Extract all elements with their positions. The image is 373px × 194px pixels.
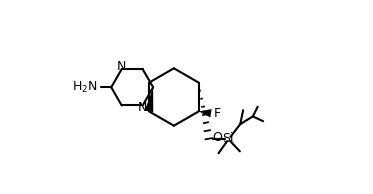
Text: O: O	[212, 131, 222, 144]
Text: Si: Si	[222, 132, 234, 145]
Text: N: N	[117, 60, 126, 73]
Polygon shape	[199, 109, 211, 118]
Polygon shape	[145, 87, 153, 112]
Text: H$_2$N: H$_2$N	[72, 80, 98, 95]
Text: F: F	[214, 107, 221, 120]
Text: N: N	[138, 101, 147, 114]
